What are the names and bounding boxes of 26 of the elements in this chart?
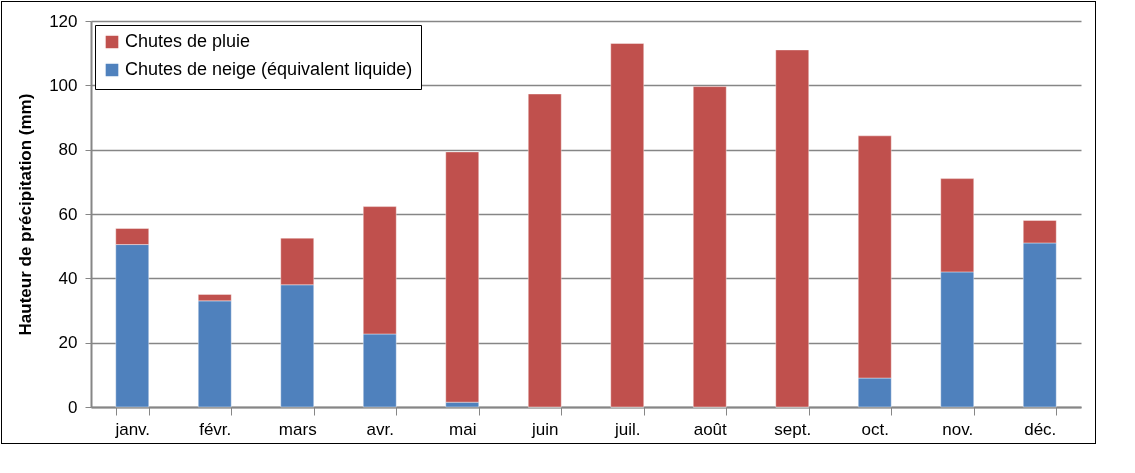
y-tick-label: 100 [49,75,78,95]
x-tick-label: déc. [1024,419,1057,439]
x-tick-label: juin [531,419,559,439]
y-tick-label: 40 [58,268,78,288]
y-tick-label: 20 [58,333,78,353]
x-tick-label: mai [449,419,477,439]
x-tick-label: août [693,419,728,439]
x-tick-label: oct. [861,419,889,439]
y-tick-label: 60 [58,204,78,224]
x-tick-label: sept. [774,419,812,439]
y-tick-label: 120 [49,11,78,31]
y-tick-label: 0 [68,397,78,417]
bar [610,43,645,408]
legend-label: Chutes de pluie [125,31,251,51]
y-tick-label: 80 [58,140,78,160]
x-tick-label: avr. [366,419,394,439]
legend-label: Chutes de neige (équivalent liquide) [125,59,413,79]
y-axis-title: Hauteur de précipitation (mm) [16,93,36,336]
x-tick-label: mars [278,419,317,439]
x-tick-label: févr. [199,419,232,439]
bar [775,49,810,408]
x-tick-label: nov. [942,419,974,439]
bar [692,86,727,408]
x-tick-label: janv. [114,419,151,439]
x-tick-label: juil. [613,419,641,439]
bar [527,93,562,408]
